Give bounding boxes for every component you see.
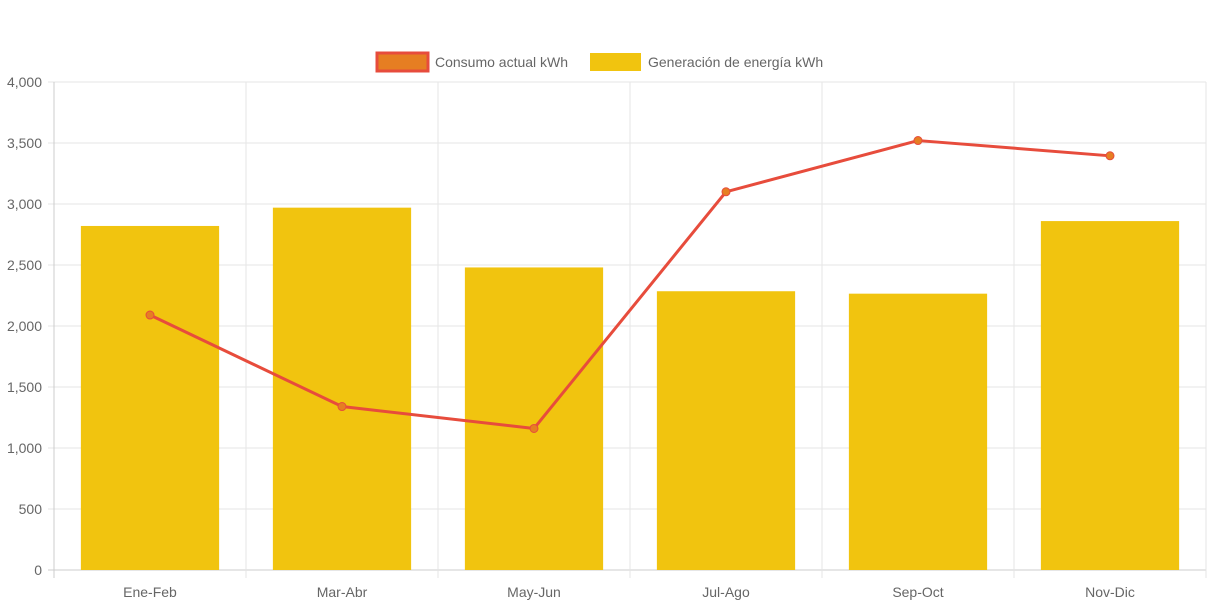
x-tick-label: May-Jun	[507, 584, 561, 600]
line-point[interactable]	[1105, 151, 1115, 161]
legend-label-consumo: Consumo actual kWh	[435, 54, 568, 70]
y-tick-label: 500	[19, 501, 43, 517]
axes: 0 500 1,000 1,500 2,000 2,500 3,000 3,500 4,000 E…	[7, 74, 1135, 600]
x-tick-label: Jul-Ago	[702, 584, 750, 600]
bar[interactable]	[272, 207, 412, 570]
legend-item-generacion[interactable]: Generación de energía kWh	[590, 53, 823, 71]
line-point[interactable]	[337, 402, 347, 412]
x-tick-label: Nov-Dic	[1085, 584, 1135, 600]
legend-label-generacion: Generación de energía kWh	[648, 54, 823, 70]
bar[interactable]	[656, 291, 796, 570]
y-tick-label: 3,000	[7, 196, 42, 212]
line-path	[149, 139, 1111, 430]
y-tick-label: 1,500	[7, 379, 42, 395]
y-tick-label: 4,000	[7, 74, 42, 90]
bar[interactable]	[1040, 221, 1180, 570]
y-tick-label: 2,500	[7, 257, 42, 273]
x-tick-label: Sep-Oct	[892, 584, 943, 600]
legend[interactable]: Consumo actual kWh Generación de energía…	[375, 51, 823, 73]
x-tick-label: Ene-Feb	[123, 584, 177, 600]
bar[interactable]	[80, 225, 220, 570]
legend-item-consumo[interactable]: Consumo actual kWh	[375, 51, 568, 73]
y-tick-label: 2,000	[7, 318, 42, 334]
grid	[48, 81, 1207, 578]
legend-swatch-consumo	[375, 51, 430, 73]
line-point[interactable]	[721, 187, 731, 197]
line-point[interactable]	[145, 310, 155, 320]
y-tick-label: 3,500	[7, 135, 42, 151]
bar[interactable]	[464, 267, 604, 570]
bar-series	[80, 207, 1180, 570]
line-series	[145, 136, 1115, 433]
line-point[interactable]	[913, 136, 923, 146]
legend-swatch-generacion	[590, 53, 641, 71]
bar[interactable]	[848, 293, 988, 570]
y-tick-label: 1,000	[7, 440, 42, 456]
x-tick-label: Mar-Abr	[317, 584, 368, 600]
line-point[interactable]	[529, 423, 539, 433]
y-tick-label: 0	[34, 562, 42, 578]
